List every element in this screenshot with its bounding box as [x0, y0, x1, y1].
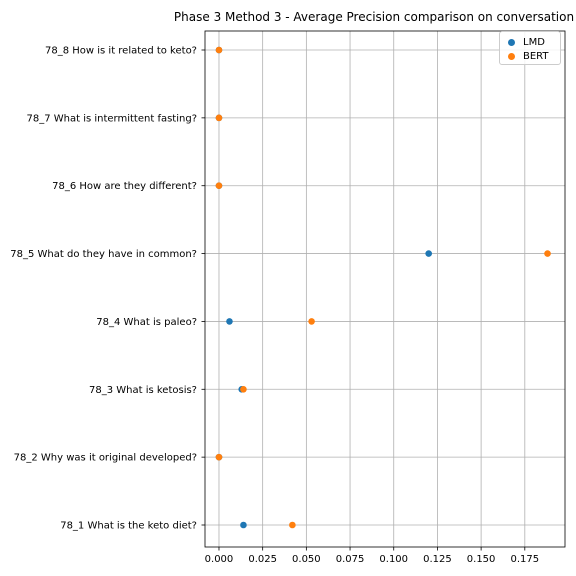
data-point-bert [289, 521, 296, 529]
data-point-lmd [240, 521, 247, 529]
y-tick-label: 78_3 What is ketosis? [89, 385, 197, 396]
data-point-bert [308, 318, 315, 325]
legend-item-bert: BERT [508, 49, 549, 63]
y-tick-label: 78_2 Why was it original developed? [14, 453, 197, 464]
data-point-bert [544, 250, 551, 257]
grid-lines [205, 31, 565, 547]
legend-item-lmd: LMD [508, 35, 545, 49]
data-point-bert [215, 46, 223, 54]
y-tick-label: 78_5 What do they have in common? [10, 249, 197, 260]
y-tick-label: 78_6 How are they different? [52, 181, 197, 192]
x-tick-label: 0.100 [379, 554, 408, 565]
chart-title: Phase 3 Method 3 - Average Precision com… [174, 10, 574, 24]
data-point-lmd [226, 318, 233, 325]
legend-label-lmd: LMD [523, 36, 545, 48]
y-tick-label: 78_1 What is the keto diet? [60, 521, 197, 532]
data-point-bert [215, 453, 223, 461]
x-tick-label: 0.025 [248, 554, 277, 565]
x-tick-label: 0.175 [510, 554, 539, 565]
y-tick-label: 78_8 How is it related to keto? [45, 46, 197, 57]
x-tick-label: 0.150 [467, 554, 496, 565]
x-tick-label: 0.000 [205, 554, 234, 565]
plot-frame [204, 30, 566, 548]
legend: LMD BERT [499, 31, 561, 65]
x-axis-ticks: 0.000 0.025 0.050 0.075 0.100 0.125 0.150 0.175 [205, 547, 539, 565]
data-point-bert [240, 385, 247, 393]
y-axis-ticks: 78_1 What is the keto diet? 78_2 Why was … [10, 46, 205, 532]
y-tick-label: 78_7 What is intermittent fasting? [26, 113, 197, 124]
data-point-lmd [425, 250, 432, 257]
x-tick-label: 0.050 [292, 554, 321, 565]
data-point-bert [215, 182, 223, 190]
y-tick-label: 78_4 What is paleo? [96, 317, 197, 328]
x-tick-label: 0.125 [423, 554, 452, 565]
x-tick-label: 0.075 [336, 554, 365, 565]
legend-marker-bert [508, 52, 515, 60]
data-point-bert [215, 114, 223, 122]
data-points [215, 46, 551, 529]
legend-label-bert: BERT [523, 50, 549, 62]
legend-marker-lmd [508, 38, 515, 46]
